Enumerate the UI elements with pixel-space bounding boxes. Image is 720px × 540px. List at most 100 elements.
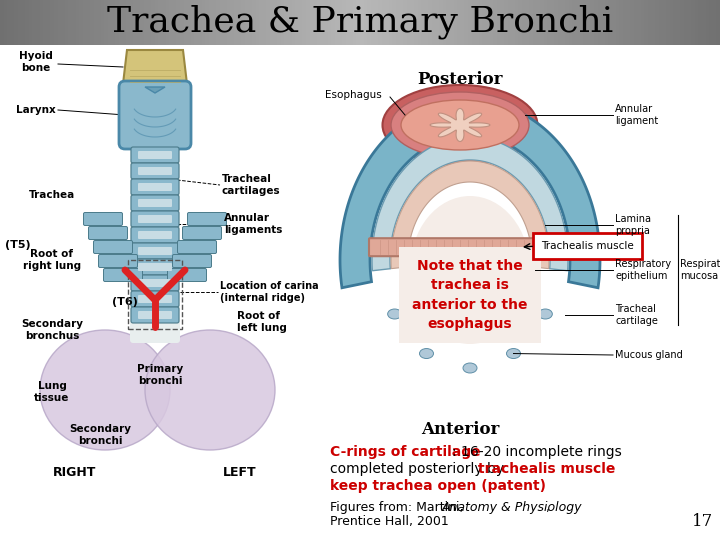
Bar xyxy=(414,0,418,45)
Text: Secondary
bronchi: Secondary bronchi xyxy=(69,424,131,446)
Bar xyxy=(641,0,645,45)
FancyBboxPatch shape xyxy=(131,275,179,291)
Bar xyxy=(252,0,256,45)
Bar xyxy=(511,0,516,45)
Bar xyxy=(378,0,382,45)
Bar xyxy=(500,0,505,45)
Bar xyxy=(306,0,310,45)
Bar xyxy=(670,0,674,45)
Bar xyxy=(608,0,613,45)
Bar xyxy=(713,0,717,45)
FancyBboxPatch shape xyxy=(104,268,143,281)
Bar xyxy=(652,0,656,45)
Bar xyxy=(518,0,523,45)
Bar xyxy=(436,0,440,45)
Polygon shape xyxy=(123,50,187,84)
Bar xyxy=(421,0,426,45)
Bar xyxy=(342,0,346,45)
Bar xyxy=(551,0,555,45)
Bar xyxy=(230,0,235,45)
Bar xyxy=(508,0,512,45)
Bar xyxy=(626,0,631,45)
Bar xyxy=(198,0,202,45)
Bar xyxy=(648,0,652,45)
Ellipse shape xyxy=(145,330,275,450)
Text: Respiratory
mucosa: Respiratory mucosa xyxy=(680,259,720,281)
Text: Mucous gland: Mucous gland xyxy=(615,350,683,360)
Bar xyxy=(443,0,447,45)
Bar xyxy=(565,0,570,45)
Bar xyxy=(461,0,465,45)
Bar xyxy=(115,0,120,45)
FancyBboxPatch shape xyxy=(138,151,172,159)
Bar xyxy=(216,0,220,45)
FancyBboxPatch shape xyxy=(131,147,179,163)
Bar xyxy=(29,0,33,45)
Polygon shape xyxy=(340,100,600,288)
FancyBboxPatch shape xyxy=(138,279,172,287)
Bar xyxy=(11,0,15,45)
Bar xyxy=(241,0,246,45)
Bar xyxy=(288,0,292,45)
Bar xyxy=(112,0,116,45)
FancyBboxPatch shape xyxy=(187,213,227,226)
Bar xyxy=(104,0,109,45)
Bar xyxy=(68,0,73,45)
FancyBboxPatch shape xyxy=(131,291,179,307)
FancyBboxPatch shape xyxy=(131,179,179,195)
FancyBboxPatch shape xyxy=(138,263,172,271)
Bar xyxy=(637,0,642,45)
Bar xyxy=(346,0,350,45)
Bar xyxy=(162,0,166,45)
Bar xyxy=(292,0,296,45)
Text: Hyoid
bone: Hyoid bone xyxy=(19,51,53,73)
Text: keep trachea open (patent): keep trachea open (patent) xyxy=(330,479,546,493)
Bar xyxy=(328,0,332,45)
Bar xyxy=(644,0,649,45)
Bar xyxy=(400,0,404,45)
Bar xyxy=(659,0,663,45)
Bar xyxy=(547,0,552,45)
Bar xyxy=(320,0,325,45)
Bar xyxy=(407,0,411,45)
Bar xyxy=(677,0,681,45)
Ellipse shape xyxy=(420,348,433,359)
Bar xyxy=(202,0,206,45)
Bar xyxy=(385,0,390,45)
FancyBboxPatch shape xyxy=(138,295,172,303)
FancyBboxPatch shape xyxy=(399,247,541,343)
Bar xyxy=(612,0,616,45)
FancyBboxPatch shape xyxy=(131,211,179,227)
Text: Posterior: Posterior xyxy=(418,71,503,89)
Bar xyxy=(439,0,444,45)
Bar xyxy=(22,0,26,45)
Bar xyxy=(497,0,501,45)
Bar xyxy=(457,0,462,45)
Bar xyxy=(65,0,69,45)
Text: completed posteriorly by: completed posteriorly by xyxy=(330,462,508,476)
Bar xyxy=(529,0,534,45)
Text: Trachea: Trachea xyxy=(29,190,75,200)
Bar xyxy=(504,0,508,45)
Bar xyxy=(169,0,174,45)
Bar xyxy=(36,0,40,45)
Bar xyxy=(166,0,170,45)
Ellipse shape xyxy=(410,196,530,344)
Bar xyxy=(245,0,249,45)
Bar xyxy=(396,0,400,45)
Bar xyxy=(583,0,588,45)
Bar xyxy=(220,0,224,45)
Bar xyxy=(454,0,458,45)
FancyBboxPatch shape xyxy=(138,231,172,239)
Bar xyxy=(598,0,602,45)
Bar xyxy=(338,0,343,45)
Bar xyxy=(266,0,271,45)
Bar xyxy=(716,0,720,45)
Bar xyxy=(695,0,699,45)
Bar xyxy=(284,0,289,45)
FancyBboxPatch shape xyxy=(533,233,642,259)
Bar xyxy=(702,0,706,45)
Ellipse shape xyxy=(539,309,552,319)
FancyBboxPatch shape xyxy=(138,215,172,223)
Text: Annular
ligaments: Annular ligaments xyxy=(224,213,282,235)
